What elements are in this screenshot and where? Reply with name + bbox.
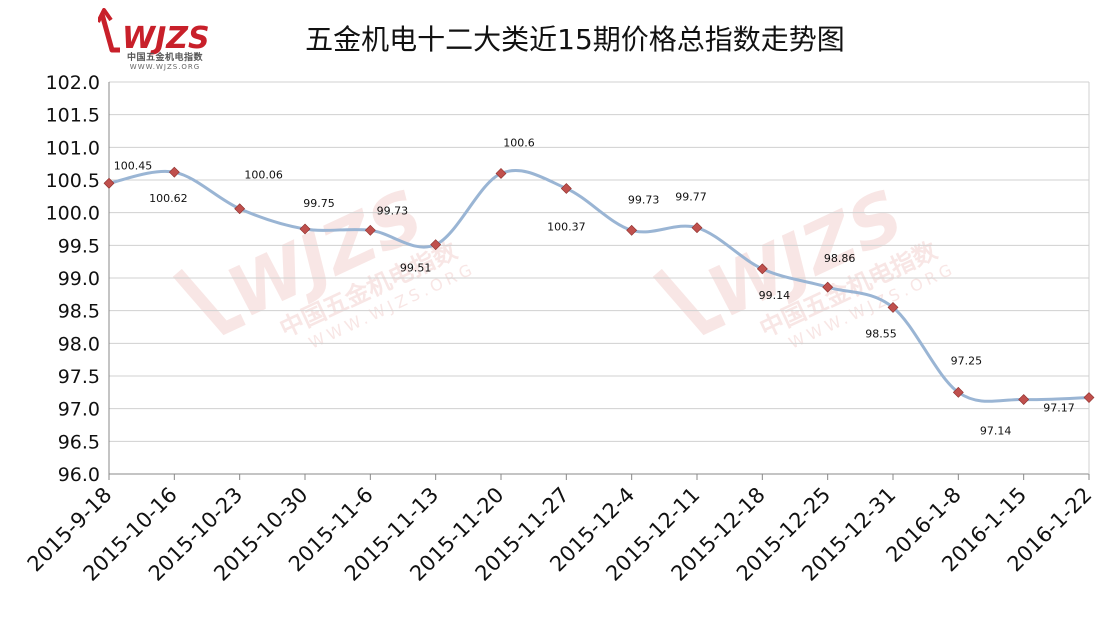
data-point-marker xyxy=(234,203,246,215)
data-label: 97.25 xyxy=(951,354,983,367)
data-label: 99.73 xyxy=(377,204,409,217)
data-label: 100.06 xyxy=(244,169,283,182)
data-point-marker xyxy=(756,263,768,275)
data-label: 99.14 xyxy=(759,289,791,302)
chart-title: 五金机电十二大类近15期价格总指数走势图 xyxy=(305,23,845,56)
data-point-marker xyxy=(430,239,442,251)
data-point-marker xyxy=(1083,392,1095,403)
data-label-layer: 100.45 100.62 100.06 99.75 99.73 99.51 100.6 10… xyxy=(114,136,1075,437)
data-label: 97.14 xyxy=(980,425,1012,438)
data-label: 99.51 xyxy=(400,262,432,275)
data-label: 98.55 xyxy=(865,327,897,340)
y-tick-label: 101.0 xyxy=(46,137,100,159)
y-tick-label: 99.5 xyxy=(58,235,100,257)
data-point-marker xyxy=(626,224,638,236)
data-label: 100.45 xyxy=(114,159,153,172)
y-tick-label: 97.0 xyxy=(58,399,100,421)
y-tick-label: 96.5 xyxy=(58,431,100,453)
data-label: 99.73 xyxy=(628,193,660,206)
y-tick-label: 97.5 xyxy=(58,366,100,388)
data-point-marker xyxy=(1018,394,1030,405)
logo-url-label: WWW.WJZS.ORG xyxy=(129,63,201,71)
y-tick-label: 99.0 xyxy=(58,268,100,290)
marker-layer xyxy=(103,166,1095,405)
data-label: 99.77 xyxy=(675,191,707,204)
y-tick-label: 102.0 xyxy=(46,72,100,94)
data-label: 100.6 xyxy=(503,136,535,149)
data-point-marker xyxy=(299,223,311,235)
data-point-marker xyxy=(691,222,703,234)
axes-layer: 96.0 96.5 97.0 97.5 98.0 98.5 99.0 99.5 100.0 100… xyxy=(23,72,1097,586)
series-layer xyxy=(108,169,1090,403)
data-point-marker xyxy=(103,177,115,189)
y-tick-label: 96.0 xyxy=(58,464,100,486)
data-point-marker xyxy=(822,281,834,293)
watermark-arrow-icon xyxy=(652,268,726,336)
data-point-marker xyxy=(168,166,180,178)
y-tick-label: 98.0 xyxy=(58,333,100,355)
y-tick-label: 101.5 xyxy=(46,105,100,127)
data-point-marker xyxy=(495,168,507,179)
grid-layer xyxy=(109,81,1089,475)
wjzs-logo: WJZS xyxy=(98,8,210,56)
data-label: 100.62 xyxy=(149,192,188,205)
logo-cn-label: 中国五金机电指数 xyxy=(126,53,203,63)
data-point-marker xyxy=(952,386,964,398)
data-point-marker xyxy=(364,224,376,236)
data-label: 99.75 xyxy=(303,197,335,210)
y-tick-label: 100.5 xyxy=(46,170,100,192)
y-tick-label: 98.5 xyxy=(58,301,100,323)
data-point-marker xyxy=(887,301,899,313)
data-point-marker xyxy=(560,183,572,194)
watermark-arrow-icon xyxy=(172,268,246,336)
data-label: 97.17 xyxy=(1043,402,1075,415)
data-label: 98.86 xyxy=(824,252,856,265)
y-tick-label: 100.0 xyxy=(46,203,100,225)
logo-wordmark: WJZS xyxy=(122,21,210,56)
data-label: 100.37 xyxy=(547,220,586,233)
series-line xyxy=(108,169,1090,403)
